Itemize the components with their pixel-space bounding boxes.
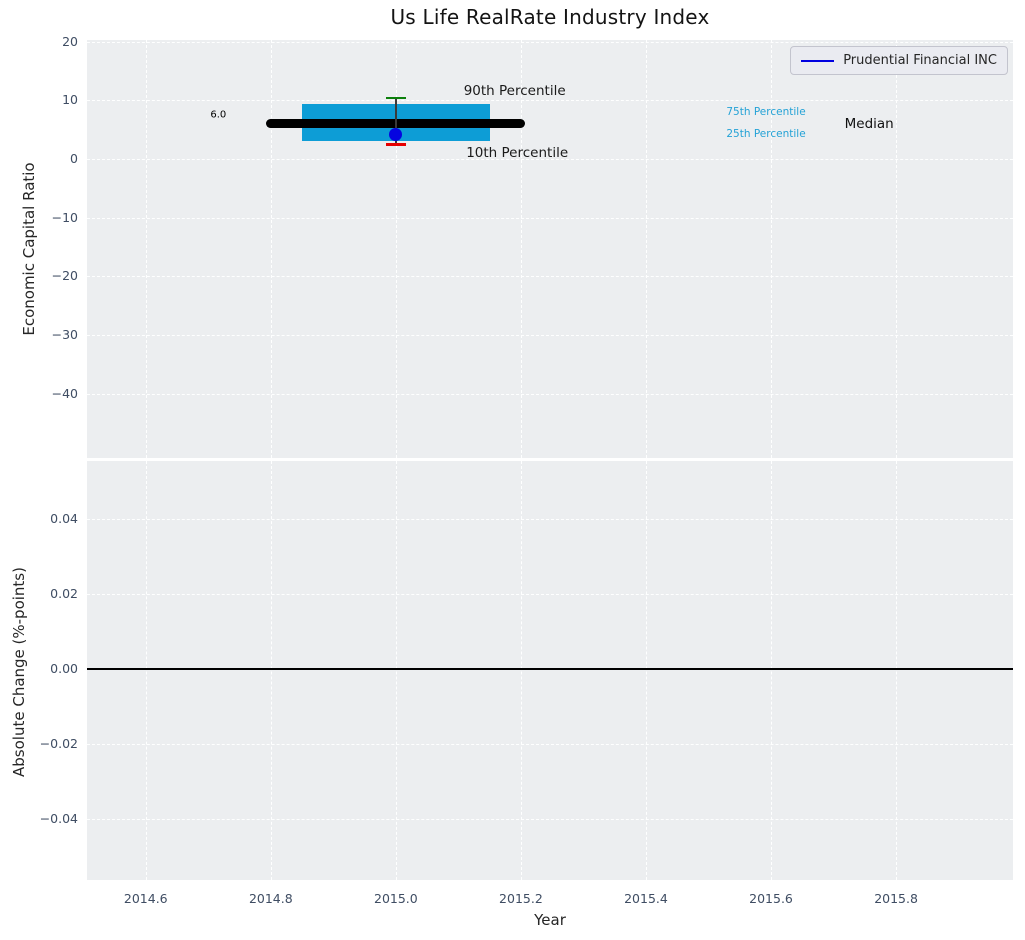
- y-tick-label: −0.02: [39, 735, 78, 751]
- y-tick-label: 0.02: [50, 586, 78, 602]
- annotation-75th-percentile: 75th Percentile: [726, 105, 806, 118]
- y-tick-label: −10: [51, 209, 78, 225]
- gridline: [896, 461, 898, 880]
- chart-title: Us Life RealRate Industry Index: [390, 5, 710, 29]
- y-tick-label: 0.00: [50, 661, 78, 676]
- legend-line-sample: [801, 59, 835, 62]
- gridline: [87, 393, 1013, 395]
- x-tick-label: 2015.6: [749, 891, 793, 906]
- annotation-10th-percentile: 10th Percentile: [466, 145, 569, 162]
- y-tick-label: −40: [51, 385, 78, 401]
- gridline: [87, 41, 1013, 43]
- p90-cap: [385, 96, 406, 100]
- legend-label: Prudential Financial INC: [843, 53, 997, 68]
- axes-bottom: [87, 461, 1013, 880]
- y-tick-label: 0.04: [50, 511, 78, 527]
- whisker-line: [395, 98, 397, 145]
- y-tick-label: 0: [70, 151, 78, 166]
- legend: Prudential Financial INC: [790, 46, 1008, 75]
- x-tick-label: 2014.8: [248, 891, 293, 906]
- gridline: [771, 40, 773, 458]
- x-tick-label: 2014.6: [123, 891, 168, 906]
- annotation-median: Median: [844, 115, 894, 132]
- gridline: [395, 461, 397, 880]
- gridline: [270, 40, 272, 458]
- gridline: [645, 461, 647, 880]
- x-tick-label: 2015.2: [499, 891, 543, 906]
- gridline: [145, 461, 147, 880]
- gridline: [87, 217, 1013, 219]
- gridline: [395, 40, 397, 458]
- annotation-25th-percentile: 25th Percentile: [726, 128, 806, 141]
- annotation-6-0: 6.0: [210, 109, 227, 121]
- y-tick-label: −30: [51, 326, 78, 342]
- zero-line: [87, 668, 1013, 670]
- y-tick-label: −20: [51, 268, 78, 284]
- gridline: [87, 594, 1013, 596]
- y-axis-label-top: Economic Capital Ratio: [20, 162, 38, 336]
- gridline: [87, 276, 1013, 278]
- gridline: [87, 100, 1013, 102]
- gridline: [520, 40, 522, 458]
- x-tick-label: 2015.0: [374, 891, 418, 906]
- gridline: [87, 334, 1013, 336]
- gridline: [87, 519, 1013, 521]
- y-tick-label: 20: [62, 33, 78, 49]
- gridline: [145, 40, 147, 458]
- x-tick-label: 2015.4: [624, 891, 668, 906]
- gridline: [771, 461, 773, 880]
- gridline: [87, 159, 1013, 160]
- gridline: [270, 461, 272, 880]
- y-tick-label: 10: [62, 92, 78, 108]
- x-tick-label: 2015.8: [874, 891, 918, 906]
- y-tick-label: −0.04: [39, 810, 78, 826]
- company-marker: [389, 128, 403, 142]
- gridline: [87, 818, 1013, 820]
- gridline: [645, 40, 647, 458]
- gridline: [896, 40, 898, 458]
- annotation-90th-percentile: 90th Percentile: [463, 83, 566, 99]
- x-axis-label: Year: [534, 911, 566, 929]
- gridline: [87, 743, 1013, 745]
- p10-cap: [385, 142, 406, 146]
- gridline: [520, 461, 522, 880]
- axes-top: Prudential Financial INC 6.0 90th Percent…: [87, 40, 1013, 458]
